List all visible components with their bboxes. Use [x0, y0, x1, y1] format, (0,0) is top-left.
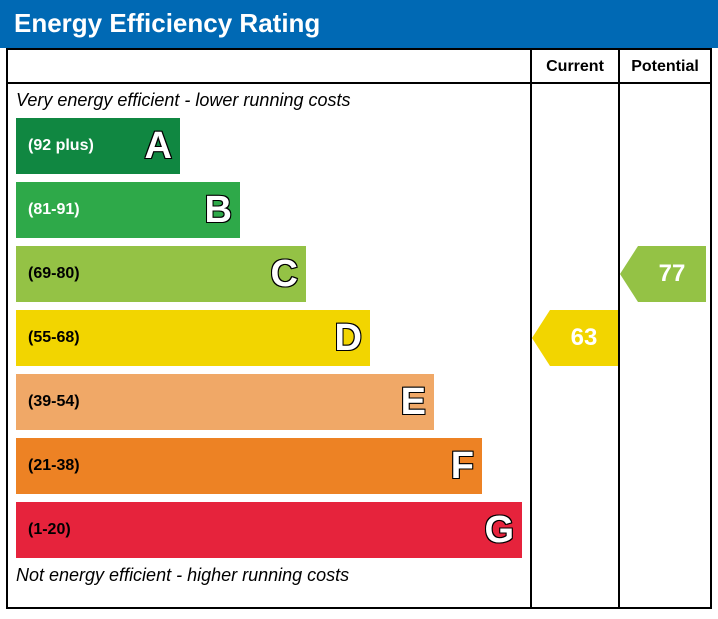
potential-values-area: 77 — [620, 84, 710, 607]
band-bar-a: (92 plus) A — [16, 118, 180, 174]
current-header: Current — [532, 50, 618, 84]
band-bar-f: (21-38) F — [16, 438, 482, 494]
band-range-d: (55-68) — [28, 329, 80, 347]
potential-header: Potential — [620, 50, 710, 84]
band-letter-e: E — [401, 381, 426, 424]
chart-title: Energy Efficiency Rating — [14, 8, 320, 38]
band-row-g: (1-20) G — [16, 501, 522, 559]
band-range-b: (81-91) — [28, 201, 80, 219]
current-values-area: 63 — [532, 84, 618, 607]
bands-column: Very energy efficient - lower running co… — [8, 50, 532, 607]
epc-chart: Energy Efficiency Rating Very energy eff… — [0, 0, 718, 619]
band-row-e: (39-54) E — [16, 373, 522, 431]
band-range-g: (1-20) — [28, 521, 71, 539]
current-rating-pointer: 63 — [550, 310, 618, 366]
potential-column: Potential 77 — [620, 50, 710, 607]
potential-rating-value: 77 — [659, 260, 686, 288]
band-bar-e: (39-54) E — [16, 374, 434, 430]
band-bar-b: (81-91) B — [16, 182, 240, 238]
bands-area: Very energy efficient - lower running co… — [8, 84, 530, 607]
band-range-a: (92 plus) — [28, 137, 94, 155]
chart-grid: Very energy efficient - lower running co… — [6, 48, 712, 609]
band-range-e: (39-54) — [28, 393, 80, 411]
band-letter-a: A — [145, 125, 172, 168]
bands-header-empty — [8, 50, 530, 84]
band-letter-c: C — [271, 253, 298, 296]
band-bar-d: (55-68) D — [16, 310, 370, 366]
current-rating-value: 63 — [571, 324, 598, 352]
band-letter-g: G — [484, 509, 514, 552]
band-range-f: (21-38) — [28, 457, 80, 475]
band-letter-b: B — [205, 189, 232, 232]
potential-rating-pointer: 77 — [638, 246, 706, 302]
band-bar-g: (1-20) G — [16, 502, 522, 558]
bars-host: (92 plus) A (81-91) B (69-80) C (55-68) D (39-54… — [16, 117, 522, 559]
note-inefficient: Not energy efficient - higher running co… — [16, 565, 522, 586]
band-letter-f: F — [451, 445, 474, 488]
band-row-c: (69-80) C — [16, 245, 522, 303]
current-column: Current 63 — [532, 50, 620, 607]
band-letter-d: D — [335, 317, 362, 360]
band-row-f: (21-38) F — [16, 437, 522, 495]
note-efficient: Very energy efficient - lower running co… — [16, 90, 522, 111]
title-bar: Energy Efficiency Rating — [0, 0, 718, 48]
band-row-a: (92 plus) A — [16, 117, 522, 175]
band-row-d: (55-68) D — [16, 309, 522, 367]
band-range-c: (69-80) — [28, 265, 80, 283]
band-bar-c: (69-80) C — [16, 246, 306, 302]
band-row-b: (81-91) B — [16, 181, 522, 239]
